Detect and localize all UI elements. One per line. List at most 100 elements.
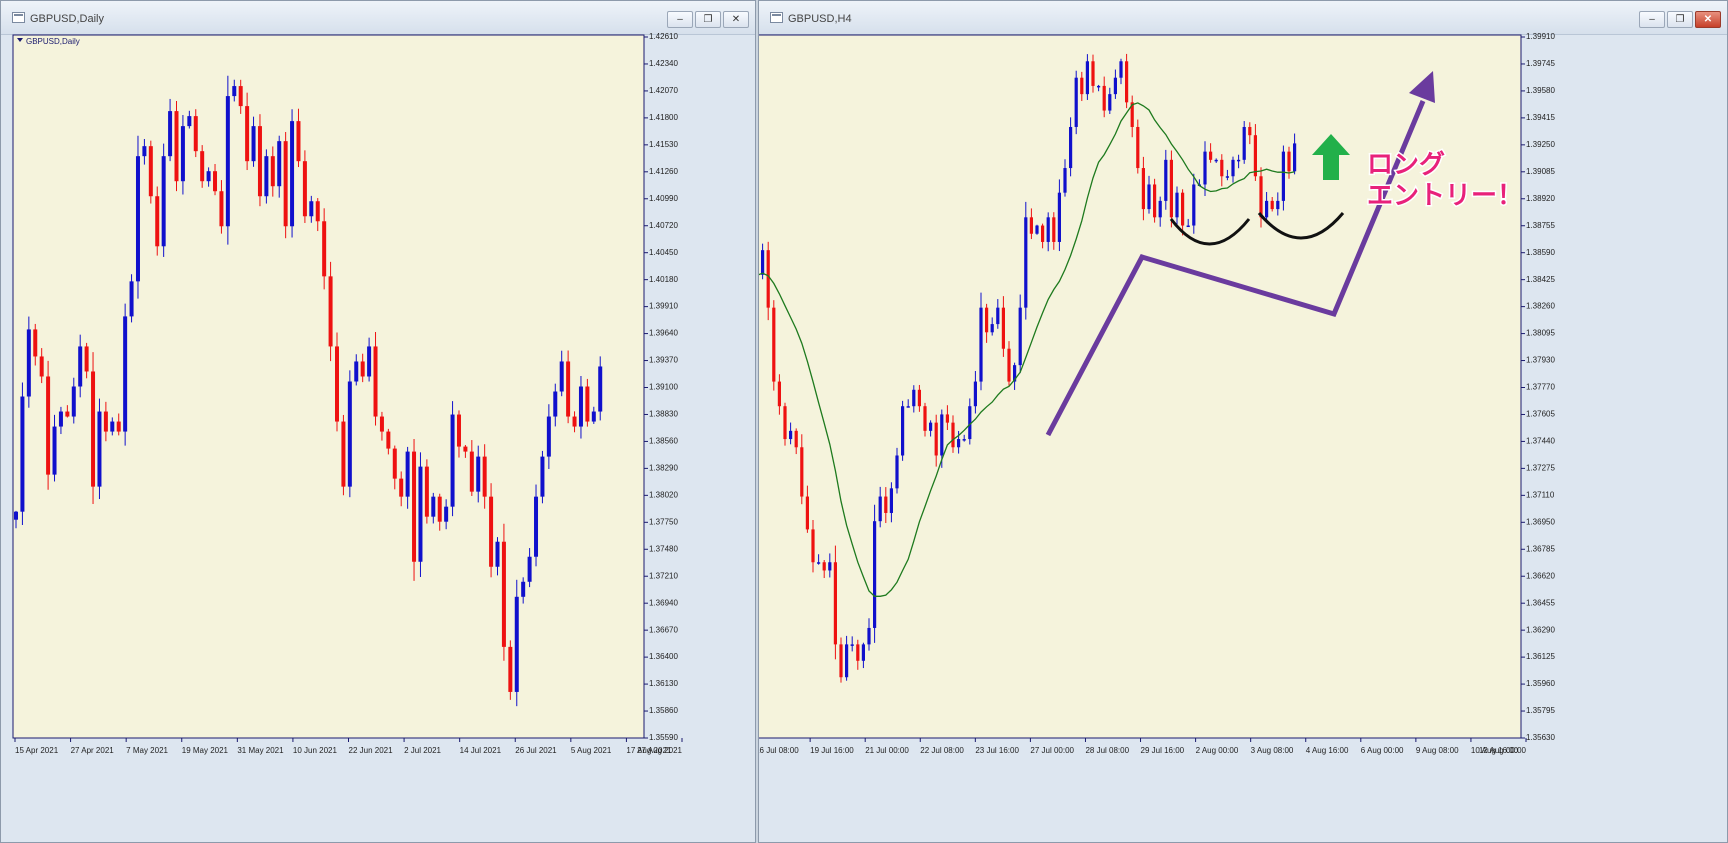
x-tick-label: 27 Jul 00:00 [1030,746,1074,755]
candle-body [412,451,417,562]
candle-body [456,414,461,447]
window-title: GBPUSD,H4 [788,13,852,25]
candle-body [20,396,25,512]
candle-body [1119,61,1123,78]
candle-body [962,439,966,441]
y-tick-label: 1.36125 [1526,652,1555,661]
candle-body [277,141,282,187]
y-tick-label: 1.35960 [1526,679,1555,688]
candle-body [850,644,854,646]
candle-body [123,316,128,432]
x-tick-label: 19 Jul 16:00 [810,746,854,755]
candle-body [206,171,211,182]
candle-body [46,376,51,475]
candle-body [1259,176,1263,218]
restore-button[interactable]: ❐ [695,11,721,28]
h4-candlestick-chart[interactable]: GBPUSD,H4 1.39910 1.39745 1.39580 1.39415 1.3… [759,1,1727,842]
candle-body [1164,159,1168,201]
candle-body [990,324,994,333]
candle-body [585,386,590,422]
candle-body [777,381,781,407]
y-tick-label: 1.37605 [1526,410,1555,419]
minimize-button[interactable]: ‒ [667,11,693,28]
x-tick-label: 12 Aug 00:00 [1479,746,1527,755]
x-tick-label: 5 Aug 2021 [571,746,612,755]
candle-body [135,156,140,282]
candle-body [572,416,577,427]
candle-body [347,381,352,487]
candle-body [39,356,44,377]
candle-body [418,466,423,562]
bottom-curve-1 [1169,218,1251,246]
candle-body [283,141,288,227]
restore-button[interactable]: ❐ [1667,11,1693,28]
candle-body [945,414,949,423]
candle-body [534,496,539,557]
candle-body [996,307,1000,325]
candle-body [495,541,500,567]
candle-body [1136,126,1140,169]
candle-body [1052,217,1056,242]
y-tick-label: 1.40720 [649,221,678,230]
candle-body [800,447,804,497]
candle-body [906,406,910,408]
candle-body [1147,184,1151,210]
candle-body [328,276,333,347]
x-tick-label: 9 Aug 08:00 [1416,746,1459,755]
x-tick-label: 22 Jun 2021 [349,746,394,755]
y-tick-label: 1.36940 [649,598,678,607]
y-tick-label: 1.39370 [649,356,678,365]
candle-body [341,421,346,487]
y-tick-label: 1.35860 [649,706,678,715]
candle-body [934,422,938,456]
candle-body [1035,225,1039,234]
close-button[interactable]: ✕ [1695,11,1721,28]
candle-body [1293,143,1297,172]
candle-body [917,389,921,407]
y-tick-label: 1.37210 [649,571,678,580]
candle-body [450,414,455,507]
window-title: GBPUSD,Daily [30,13,104,25]
chart-window-icon [12,12,25,23]
candle-body [923,406,927,431]
y-tick-label: 1.35630 [1526,733,1555,742]
y-tick-label: 1.37275 [1526,463,1555,472]
x-tick-label: 31 May 2021 [237,746,284,755]
x-tick-label: 29 Jul 16:00 [1141,746,1185,755]
x-tick-label: 27 Aug 2021 [637,746,682,755]
candle-body [1074,77,1078,127]
up-arrow-icon [1312,134,1350,180]
close-button[interactable]: ✕ [723,11,749,28]
y-tick-label: 1.36130 [649,679,678,688]
candle-body [257,126,262,197]
candle-body [889,488,893,513]
title-bar[interactable]: GBPUSD,H4 ‒ ❐ ✕ [759,1,1727,35]
x-tick-label: 28 Jul 08:00 [1085,746,1129,755]
y-tick-label: 1.38590 [1526,248,1555,257]
candle-body [1203,151,1207,185]
candle-body [360,361,365,377]
candle-body [251,126,256,162]
candle-body [1220,159,1224,177]
candle-body [895,455,899,489]
candle-body [845,644,849,678]
candle-body [193,116,198,152]
y-tick-label: 1.39910 [649,302,678,311]
candle-body [1169,159,1173,218]
candle-body [367,346,372,377]
chart-label: GBPUSD,Daily [26,37,80,46]
candle-body [1231,159,1235,177]
candle-body [912,389,916,407]
minimize-button[interactable]: ‒ [1639,11,1665,28]
y-tick-label: 1.37480 [649,544,678,553]
candle-body [78,346,83,387]
candle-body [103,411,108,432]
daily-candlestick-chart[interactable]: GBPUSD,Daily 1.42610 1.42340 1.42070 1.41800… [1,1,755,842]
candle-body [168,111,173,157]
candle-body [245,106,250,162]
title-bar[interactable]: GBPUSD,Daily ‒ ❐ ✕ [1,1,755,35]
y-tick-label: 1.40180 [649,275,678,284]
candle-body [514,596,519,692]
y-tick-label: 1.39415 [1526,113,1555,122]
candle-body [148,146,153,197]
